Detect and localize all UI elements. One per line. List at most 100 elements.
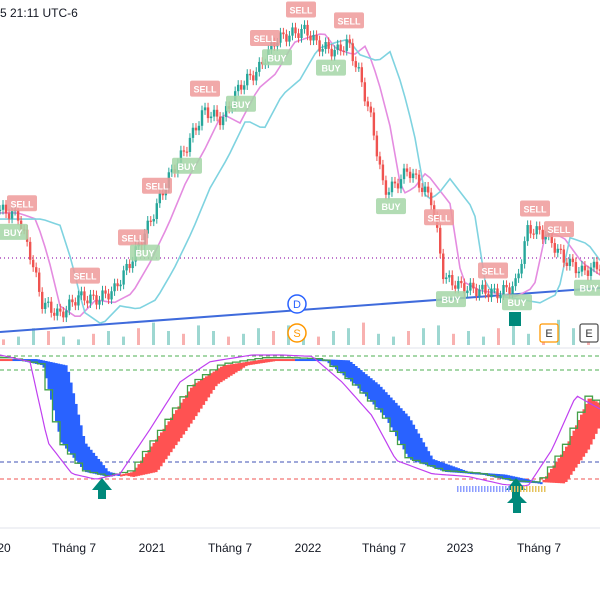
candle-body	[294, 27, 297, 34]
osc-ribbon-bar	[290, 359, 293, 362]
event-icons[interactable]: D S E E	[287, 294, 599, 343]
signal-bg	[130, 244, 160, 261]
osc-ribbon-bar	[205, 376, 208, 402]
volume-bar	[317, 336, 320, 345]
candle-body	[107, 293, 110, 300]
osc-ribbon-bar	[225, 365, 228, 379]
candle-body	[535, 226, 538, 235]
candle-body	[517, 273, 520, 279]
osc-ribbon-bar	[567, 441, 571, 479]
osc-ribbon-bar	[340, 359, 343, 374]
candle-body	[224, 106, 228, 117]
osc-ribbon-bar	[547, 472, 551, 483]
signal-bg	[574, 279, 600, 296]
candle-body	[523, 241, 526, 264]
osc-ribbon-bar	[355, 366, 358, 386]
volume-bar	[377, 333, 380, 345]
earnings-icon[interactable]: E	[539, 323, 559, 343]
sell-signal[interactable]: SELL	[544, 221, 574, 238]
oscillator-pane	[0, 354, 600, 513]
buy-signal[interactable]: BUY	[226, 95, 256, 112]
candle-body	[478, 289, 481, 296]
osc-hatch	[472, 486, 474, 492]
marker-block	[509, 312, 521, 326]
osc-ribbon-bar	[212, 371, 216, 390]
sell-signal[interactable]: SELL	[142, 177, 172, 194]
buy-signal[interactable]: BUY	[436, 291, 466, 308]
osc-ribbon-bar	[265, 359, 268, 363]
sell-signal[interactable]: SELL	[478, 262, 508, 279]
candle-body	[255, 71, 258, 81]
candle-body	[411, 173, 415, 179]
buy-signal[interactable]: BUY	[0, 223, 28, 240]
earnings-icon-label: E	[585, 328, 592, 340]
moving-averages	[0, 33, 600, 324]
osc-ribbon-bar	[237, 363, 241, 371]
buy-arrow-icon	[92, 478, 112, 499]
osc-ribbon-bar	[62, 364, 66, 446]
signal-label: SELL	[10, 199, 34, 209]
candle-body	[218, 116, 222, 126]
sell-signal[interactable]: SELL	[424, 209, 454, 226]
candle-body	[47, 301, 50, 303]
sell-signal[interactable]: SELL	[334, 12, 364, 29]
candle-body	[191, 127, 195, 138]
osc-ribbon-bar	[372, 380, 376, 405]
osc-ribbon-bar	[365, 374, 368, 397]
osc-ribbon-bar	[540, 482, 543, 485]
buy-signal[interactable]: BUY	[316, 59, 346, 76]
x-tick-label: Tháng 7	[517, 541, 561, 555]
dividend-icon-ring	[287, 294, 307, 314]
osc-ribbon-bar	[157, 435, 161, 470]
candle-body	[333, 49, 336, 57]
osc-ribbon-bar	[260, 359, 263, 364]
candle-body	[321, 48, 324, 52]
osc-ribbon-bar	[210, 373, 213, 394]
dividend-icon[interactable]: D	[287, 294, 307, 314]
candle-body	[318, 40, 321, 52]
candle-body	[496, 288, 499, 299]
buy-signal[interactable]: BUY	[574, 279, 600, 296]
candle-body	[571, 258, 575, 263]
sell-signal[interactable]: SELL	[520, 200, 550, 217]
osc-ribbon-bar	[255, 360, 258, 365]
osc-ribbon-bar	[50, 362, 53, 400]
volume-bar	[137, 328, 140, 345]
buy-signal[interactable]: BUY	[502, 294, 532, 311]
osc-hatch	[517, 486, 519, 492]
volume-bar	[362, 322, 365, 345]
candle-body	[182, 150, 186, 152]
osc-ribbon-bar	[577, 419, 581, 464]
osc-ribbon-bar	[185, 395, 188, 431]
sell-signal[interactable]: SELL	[7, 195, 37, 212]
buy-signal[interactable]: BUY	[262, 49, 292, 66]
osc-ribbon-bar	[130, 472, 133, 477]
candle-body	[595, 261, 599, 270]
candle-body	[149, 220, 152, 222]
buy-signal[interactable]: BUY	[172, 157, 202, 174]
signal-bg	[316, 59, 346, 76]
osc-ribbon-bar	[140, 460, 143, 476]
candle-body	[592, 261, 596, 268]
osc-ribbon-bar	[147, 450, 151, 474]
candle-body	[457, 280, 460, 289]
buy-signal[interactable]: BUY	[130, 244, 160, 261]
osc-ribbon-bar	[277, 359, 281, 362]
signal-labels[interactable]: SELL BUY SELL SELL BUY SELL BUY SELL BUY SELL BUY S…	[0, 1, 600, 311]
sell-signal[interactable]: SELL	[286, 1, 316, 18]
sell-signal[interactable]: SELL	[70, 267, 100, 284]
sell-signal[interactable]: SELL	[118, 229, 148, 246]
buy-signal[interactable]: BUY	[376, 198, 406, 215]
osc-ribbon-bar	[495, 473, 498, 478]
osc-ribbon-bar	[150, 446, 153, 474]
sell-signal[interactable]: SELL	[250, 29, 280, 46]
sell-signal[interactable]: SELL	[190, 80, 220, 97]
signal-label: BUY	[321, 64, 340, 74]
candle-body	[562, 249, 566, 263]
osc-ribbon-bar	[32, 359, 36, 364]
earnings-icon[interactable]: E	[579, 323, 599, 343]
split-icon[interactable]: S	[287, 323, 307, 343]
osc-ribbon-bar	[327, 359, 331, 364]
candle-body	[306, 24, 309, 36]
